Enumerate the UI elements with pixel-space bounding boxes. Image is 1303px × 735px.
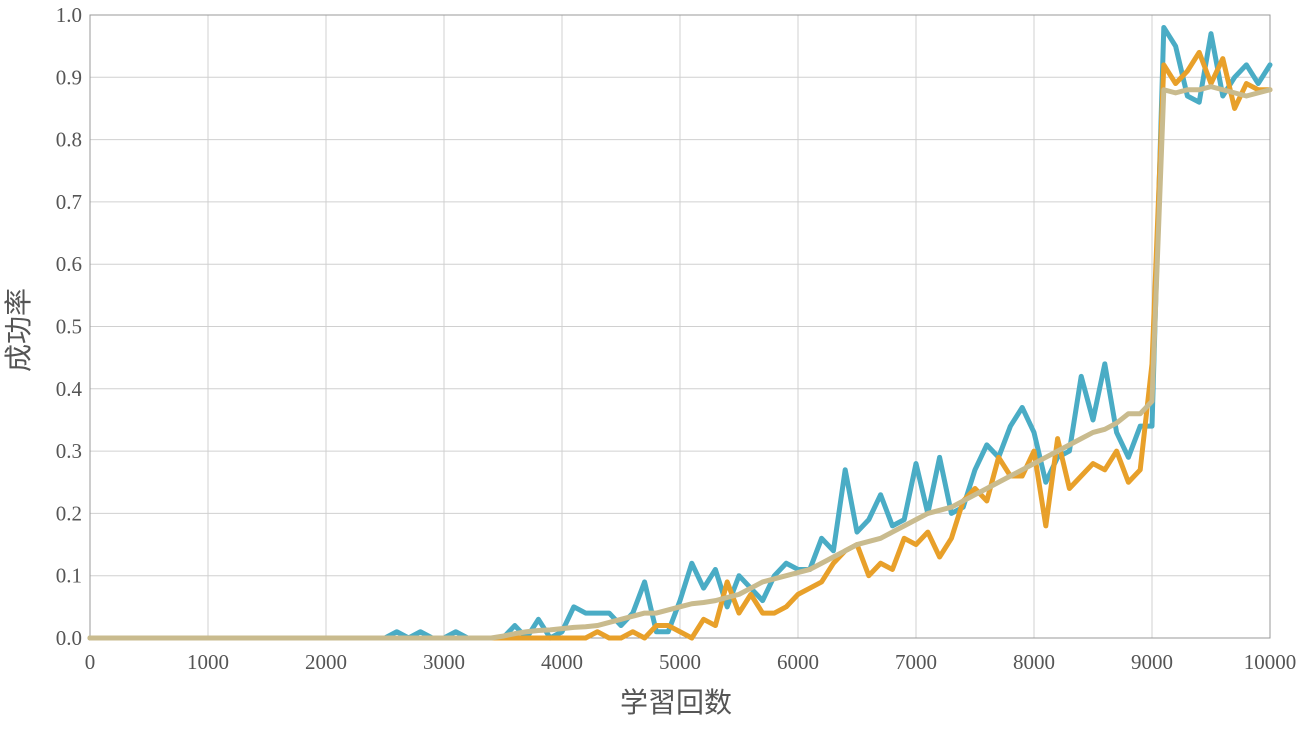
y-tick-label: 0.7 xyxy=(56,190,82,214)
plot-frame xyxy=(89,14,1271,639)
y-tick-label: 0.5 xyxy=(56,315,82,339)
x-tick-label: 4000 xyxy=(541,650,583,674)
x-tick-label: 10000 xyxy=(1244,650,1297,674)
y-tick-label: 1.0 xyxy=(56,3,82,27)
x-tick-label: 9000 xyxy=(1131,650,1173,674)
x-tick-label: 7000 xyxy=(895,650,937,674)
x-tick-label: 6000 xyxy=(777,650,819,674)
x-tick-label: 8000 xyxy=(1013,650,1055,674)
y-tick-label: 0.2 xyxy=(56,501,82,525)
y-tick-label: 0.4 xyxy=(56,377,83,401)
x-tick-label: 3000 xyxy=(423,650,465,674)
y-tick-label: 0.6 xyxy=(56,252,82,276)
x-tick-label: 2000 xyxy=(305,650,347,674)
y-axis-title: 成功率 xyxy=(2,288,35,372)
x-tick-label: 5000 xyxy=(659,650,701,674)
y-tick-label: 0.9 xyxy=(56,65,82,89)
y-tick-label: 0.1 xyxy=(56,564,82,588)
y-tick-label: 0.0 xyxy=(56,626,82,650)
x-tick-label: 0 xyxy=(85,650,96,674)
series-line xyxy=(87,84,1273,641)
y-tick-label: 0.3 xyxy=(56,439,82,463)
x-axis-title: 学習回数 xyxy=(620,686,732,719)
y-tick-label: 0.8 xyxy=(56,128,82,152)
x-tick-label: 1000 xyxy=(187,650,229,674)
